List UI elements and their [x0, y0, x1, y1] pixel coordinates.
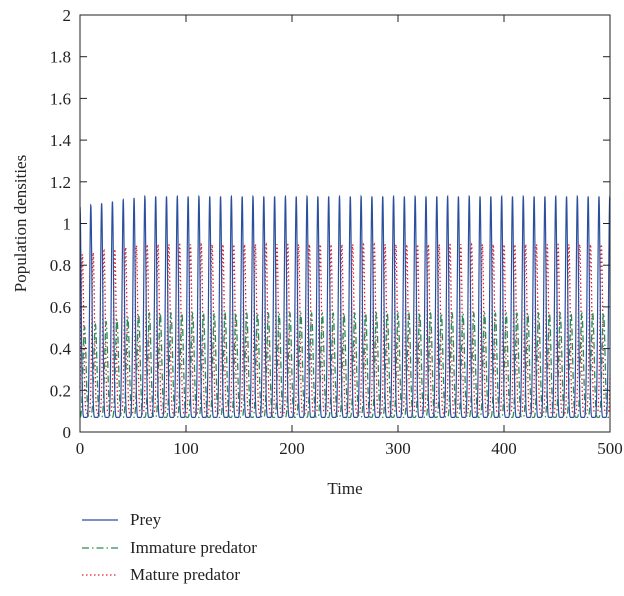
series-line-immature-predator	[79, 311, 611, 419]
y-tick-label: 0.8	[50, 256, 71, 275]
y-axis-label: Population densities	[11, 155, 30, 292]
y-tick-label: 2	[63, 6, 72, 25]
legend: Prey Immature predator Mature predator	[82, 510, 257, 584]
y-tick-label: 1.8	[50, 48, 71, 67]
y-tick-label: 0.2	[50, 381, 71, 400]
y-tick-label: 0	[63, 423, 72, 442]
legend-label-immature-predator: Immature predator	[130, 538, 257, 557]
legend-label-mature-predator: Mature predator	[130, 565, 240, 584]
series-line-prey	[79, 194, 611, 418]
x-tick-label: 400	[491, 439, 517, 458]
y-tick-label: 0.6	[50, 298, 71, 317]
y-tick-label: 0.4	[50, 340, 72, 359]
y-tick-label: 1.4	[50, 131, 72, 150]
legend-label-prey: Prey	[130, 510, 162, 529]
x-tick-label: 300	[385, 439, 411, 458]
y-tick-label: 1.6	[50, 89, 71, 108]
x-tick-label: 100	[173, 439, 199, 458]
x-tick-label: 500	[597, 439, 623, 458]
series-layer	[79, 194, 611, 419]
x-tick-label: 0	[76, 439, 85, 458]
y-tick-label: 1.2	[50, 173, 71, 192]
x-axis-label: Time	[327, 479, 362, 498]
y-tick-label: 1	[63, 215, 72, 234]
x-tick-label: 200	[279, 439, 305, 458]
tick-layer: 0 100 200 300 400 500 0 0.2 0.4 0.6 0.8 1 1.2 1.4 1.6 1…	[50, 6, 623, 458]
